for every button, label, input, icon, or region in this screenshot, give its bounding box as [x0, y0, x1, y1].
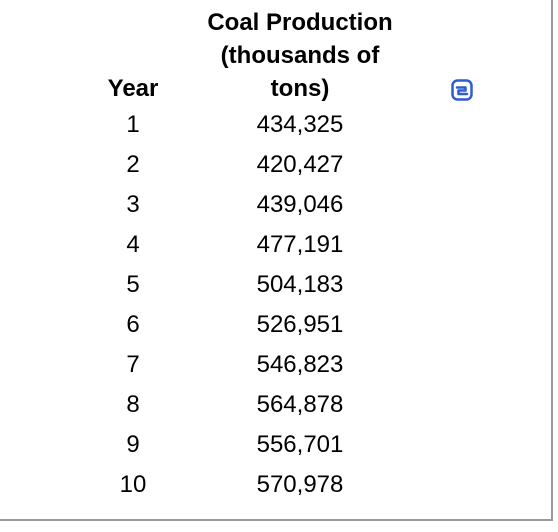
coal-header-line-3: tons) — [270, 75, 330, 102]
coal-production-cell: 434,325 — [256, 111, 344, 138]
year-cell: 10 — [119, 471, 147, 498]
table-row: 8 564,878 — [85, 385, 419, 425]
coal-header-line-1: Coal Production — [207, 9, 393, 36]
table-row: 6 526,951 — [85, 305, 419, 345]
year-cell: 4 — [126, 231, 140, 258]
table-row: 7 546,823 — [85, 345, 419, 385]
coal-production-column-header: Coal Production (thousands of tons) — [181, 6, 419, 105]
table-row: 9 556,701 — [85, 425, 419, 465]
table-row: 1 434,325 — [85, 105, 419, 145]
copy-table-button[interactable] — [451, 79, 473, 101]
year-cell: 5 — [126, 271, 140, 298]
table-row: 10 570,978 — [85, 465, 419, 505]
coal-production-cell: 477,191 — [256, 231, 344, 258]
year-cell: 6 — [126, 311, 140, 338]
year-cell: 1 — [126, 111, 140, 138]
coal-production-cell: 504,183 — [256, 271, 344, 298]
table-row: 3 439,046 — [85, 185, 419, 225]
copy-table-icon — [451, 79, 473, 101]
year-cell: 7 — [126, 351, 140, 378]
coal-production-cell: 420,427 — [256, 151, 344, 178]
year-cell: 9 — [126, 431, 140, 458]
year-cell: 3 — [126, 191, 140, 218]
table-frame: Year Coal Production (thousands of tons)… — [0, 0, 553, 521]
table-row: 4 477,191 — [85, 225, 419, 265]
coal-production-cell: 564,878 — [256, 391, 344, 418]
table-row: 5 504,183 — [85, 265, 419, 305]
coal-production-table: Year Coal Production (thousands of tons)… — [85, 6, 419, 505]
table-row: 2 420,427 — [85, 145, 419, 185]
coal-production-cell: 556,701 — [256, 431, 344, 458]
year-cell: 8 — [126, 391, 140, 418]
coal-production-cell: 570,978 — [256, 471, 344, 498]
coal-production-cell: 439,046 — [256, 191, 344, 218]
year-cell: 2 — [126, 151, 140, 178]
coal-header-line-2: (thousands of — [220, 42, 380, 69]
year-column-header: Year — [107, 75, 159, 102]
coal-production-cell: 526,951 — [256, 311, 344, 338]
coal-production-cell: 546,823 — [256, 351, 344, 378]
header-row: Year Coal Production (thousands of tons) — [85, 6, 419, 105]
